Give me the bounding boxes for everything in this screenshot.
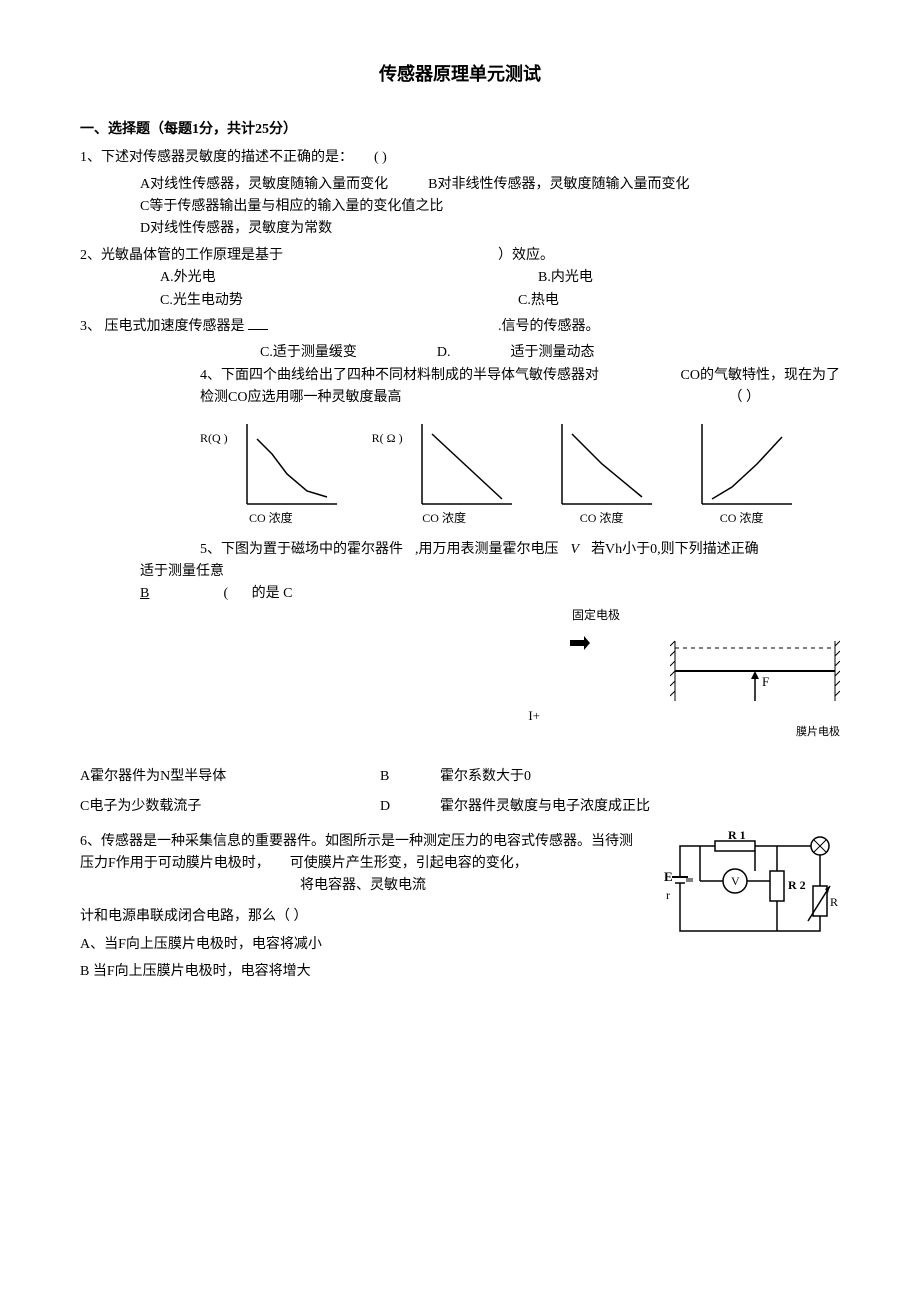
arrow-icon (570, 636, 590, 658)
q3: 3、 压电式加速度传感器是 .信号的传感器。 (80, 316, 840, 338)
membrane-diagram: F 膜片电极 (670, 626, 840, 742)
chart2-svg (407, 419, 517, 509)
iplus-label: I+ (528, 706, 540, 727)
chart4-xlabel: CO 浓度 (720, 509, 764, 528)
q4-charts: R(Q ) CO 浓度 R( Ω ) CO 浓度 CO 浓度 (200, 419, 840, 528)
q1-stem: 1、下述对传感器灵敏度的描述不正确的是： (80, 150, 353, 165)
chart1-ylabel: R(Q ) (200, 429, 228, 448)
q5-optA: A霍尔器件为N型半导体 (80, 766, 380, 788)
q4-line1b: CO的气敏特性，现在为了 (681, 365, 840, 387)
q3-optD-label: D. (437, 342, 451, 364)
chart-1: R(Q ) CO 浓度 (200, 419, 342, 528)
chart4-svg (687, 419, 797, 509)
q6-line2a: 压力F作用于可动膜片电极时， (80, 853, 270, 875)
q2-optB: B.内光电 (538, 267, 840, 289)
q1-optB: B对非线性传感器，灵敏度随输入量而变化 (428, 174, 689, 196)
chart1-svg (232, 419, 342, 509)
chart3-xlabel: CO 浓度 (580, 509, 624, 528)
circuit-diagram: R 1 V R 2 R E (660, 831, 840, 959)
q5-optC: C电子为少数载流子 (80, 796, 380, 818)
q2-optA: A.外光电 (160, 267, 498, 289)
svg-text:R 1: R 1 (728, 831, 746, 842)
svg-text:r: r (666, 888, 670, 902)
q5-var: V (571, 539, 580, 561)
fixed-electrode-label: 固定电极 (572, 606, 620, 625)
svg-text:V: V (731, 874, 740, 888)
q6: R 1 V R 2 R E (80, 831, 840, 983)
q3-optC: C.适于测量缓变 (260, 342, 357, 364)
q5: 5、下图为置于磁场中的霍尔器件 ,用万用表测量霍尔电压 V 若Vh小于0,则下列… (200, 539, 840, 561)
chart-2: R( Ω ) CO 浓度 (372, 419, 517, 528)
q6-optB: B 当F向上压膜片电极时，电容将增大 (80, 961, 840, 983)
q2-tail: ）效应。 (498, 245, 840, 267)
q2-stem: 2、光敏晶体管的工作原理是基于 (80, 245, 498, 267)
q2: 2、光敏晶体管的工作原理是基于 A.外光电 C.光生电动势 ）效应。 B.内光电… (80, 245, 840, 312)
chart-3: CO 浓度 (547, 419, 657, 528)
q3-opts: C.适于测量缓变 D. 适于测量动态 (260, 342, 840, 364)
section-heading: 一、选择题（每题1分，共计25分） (80, 119, 840, 141)
q2-optC: C.光生电动势 (160, 290, 498, 312)
q4-line2a: 检测CO应选用哪一种灵敏度最高 (200, 387, 401, 409)
q5-options: A霍尔器件为N型半导体 B 霍尔系数大于0 C电子为少数载流子 D 霍尔器件灵敏… (80, 766, 840, 819)
q4: 4、下面四个曲线给出了四种不同材料制成的半导体气敏传感器对 CO的气敏特性，现在… (200, 365, 840, 410)
chart2-ylabel: R( Ω ) (372, 429, 403, 448)
q3-stem: 3、 压电式加速度传感器是 (80, 319, 245, 334)
membrane-label: 膜片电极 (670, 724, 840, 742)
blank-line (248, 329, 268, 330)
q4-line1a: 4、下面四个曲线给出了四种不同材料制成的半导体气敏传感器对 (200, 365, 599, 387)
f-label-text: F (762, 674, 769, 689)
q3-optD: 适于测量动态 (510, 342, 594, 364)
q5-left-b-paren: ( (224, 586, 229, 601)
svg-text:E: E (664, 869, 673, 884)
svg-text:R: R (830, 895, 838, 909)
q5-left-b-label: B (140, 583, 200, 605)
q5-optB-label: B (380, 766, 440, 788)
q1-optD: D对线性传感器，灵敏度为常数 (140, 218, 840, 240)
q1-optA: A对线性传感器，灵敏度随输入量而变化 (140, 174, 388, 196)
chart-4: CO 浓度 (687, 419, 797, 528)
q1: 1、下述对传感器灵敏度的描述不正确的是： ( ) (80, 147, 840, 169)
chart2-xlabel: CO 浓度 (422, 509, 466, 528)
q1-optC: C等于传感器输出量与相应的输入量的变化值之比 (140, 196, 840, 218)
q5-pre: 5、下图为置于磁场中的霍尔器件 (200, 539, 403, 561)
q1-opts-ab: A对线性传感器，灵敏度随输入量而变化 B对非线性传感器，灵敏度随输入量而变化 (140, 174, 840, 196)
q5-left-c: 的是 C (252, 586, 293, 601)
q5-left-col: 适于测量任意 B ( 的是 C (140, 561, 340, 606)
q5-left-a: 适于测量任意 (140, 561, 340, 583)
q5-mid: ,用万用表测量霍尔电压 (415, 539, 559, 561)
q5-post: 若Vh小于0,则下列描述正确 (591, 539, 759, 561)
q1-paren: ( ) (374, 150, 387, 165)
q2-optC2: C.热电 (518, 290, 840, 312)
chart3-svg (547, 419, 657, 509)
q5-optD: 霍尔器件灵敏度与电子浓度成正比 (440, 796, 650, 818)
page-title: 传感器原理单元测试 (80, 60, 840, 89)
svg-text:R 2: R 2 (788, 878, 806, 892)
chart1-xlabel: CO 浓度 (249, 509, 293, 528)
q4-paren: （ ） (729, 387, 761, 409)
q5-optD-label: D (380, 796, 440, 818)
q6-line2b: 可使膜片产生形变，引起电容的变化， (290, 853, 528, 875)
q5-optB: 霍尔系数大于0 (440, 766, 531, 788)
q3-tail: .信号的传感器。 (498, 316, 840, 338)
